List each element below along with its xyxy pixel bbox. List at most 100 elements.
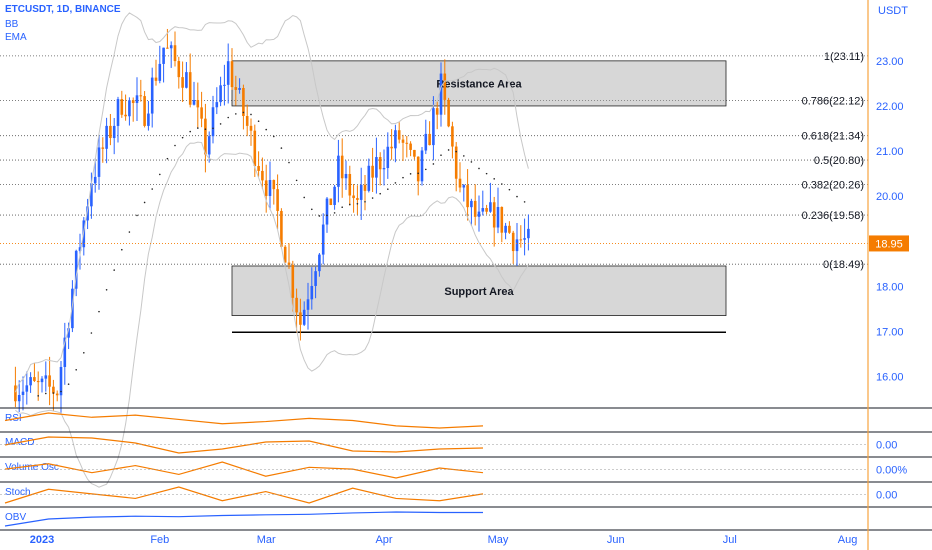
candle-body [90, 183, 93, 207]
candle-body [44, 375, 48, 379]
current-price-label: 18.95 [875, 238, 903, 250]
candle-body [295, 297, 298, 313]
ema-dot [83, 351, 85, 354]
candle-body [458, 178, 462, 188]
pane-title: Stoch [5, 487, 31, 498]
candle-body [105, 125, 108, 149]
candle-body [52, 386, 55, 394]
ema-dot [470, 161, 473, 163]
ema-dot [174, 144, 176, 147]
price-tick-label: 17.00 [876, 326, 904, 338]
price-tick-label: 22.00 [876, 101, 904, 113]
ema-dot [67, 383, 70, 385]
ema-dot [303, 196, 306, 199]
currency-label: USDT [878, 5, 908, 17]
candle-body [470, 200, 473, 208]
candle-body [378, 157, 382, 170]
chart-symbol: ETCUSDT, 1D, BINANCE [5, 4, 121, 15]
candle-body [466, 185, 469, 208]
candle-body [519, 239, 523, 241]
candle-body [359, 184, 363, 200]
candle-body [268, 179, 272, 196]
candle-body [40, 378, 44, 383]
candle-body [67, 328, 70, 338]
pane-value-label: 0.00 [876, 440, 897, 452]
fib-level-label: 0.618(21.34) [802, 131, 864, 143]
candle-body [14, 385, 17, 402]
ema-dot [508, 188, 511, 191]
candle-body [287, 262, 291, 265]
ema-dot [37, 395, 39, 397]
candle-body [492, 202, 496, 228]
ema-dot [189, 130, 191, 133]
ema-dot [341, 206, 344, 208]
pane-title: OBV [5, 512, 26, 523]
ema-dot [113, 269, 115, 271]
fib-level-label: 0(18.49) [823, 259, 864, 271]
ema-dot [501, 183, 503, 185]
candle-body [511, 232, 515, 252]
ema-dot [402, 176, 404, 179]
candle-body [462, 185, 466, 188]
pane-value-label: 0.00% [876, 465, 907, 477]
candle-body [432, 108, 435, 146]
candle-body [508, 225, 511, 233]
pane-series-line [4, 436, 484, 454]
ema-dot [257, 120, 260, 122]
ema-dot [387, 188, 389, 190]
candle-body [485, 208, 488, 212]
ema-dot [98, 310, 100, 313]
ema-dot [432, 163, 435, 165]
current-price-tag [869, 235, 909, 252]
candle-body [166, 47, 169, 49]
candle-body [356, 198, 359, 200]
ema-dot [151, 188, 153, 190]
ema-dot [326, 214, 328, 217]
candle-body [147, 113, 150, 126]
ema-dot [143, 201, 146, 204]
price-tick-label: 21.00 [876, 146, 904, 158]
candle-body [401, 139, 405, 143]
candle-body [348, 173, 352, 196]
ema-dot [523, 201, 526, 203]
candle-body [363, 184, 367, 191]
ema-dot [379, 192, 382, 195]
candle-body [276, 189, 279, 211]
time-tick-label: Feb [150, 534, 169, 546]
time-tick-label: May [488, 534, 509, 546]
candle-body [371, 165, 374, 178]
price-tick-label: 18.00 [876, 281, 904, 293]
candle-body [527, 228, 530, 239]
indicator-ema-label[interactable]: EMA [5, 32, 27, 43]
price-tick-label: 16.00 [876, 371, 904, 383]
ema-dot [288, 161, 290, 164]
time-tick-label: Jul [723, 534, 737, 546]
pane-series-line [4, 461, 484, 479]
indicator-bb-label[interactable]: BB [5, 19, 19, 30]
ema-dot [121, 248, 123, 251]
candle-body [473, 200, 477, 217]
candle-body [439, 73, 443, 115]
candle-body [97, 147, 101, 177]
candle-body [310, 285, 314, 300]
zone-box [231, 60, 727, 107]
time-tick-label: Mar [257, 534, 276, 546]
candle-body [226, 61, 230, 85]
candle-body [192, 100, 196, 105]
candle-body [272, 179, 276, 190]
candle-body [86, 206, 89, 221]
candle-body [150, 77, 154, 114]
candle-body [17, 395, 21, 402]
zone-label: Resistance Area [436, 78, 522, 90]
time-tick-label: 2023 [30, 534, 54, 546]
ema-dot [364, 200, 366, 203]
candle-body [188, 72, 192, 105]
candle-body [21, 391, 25, 396]
ema-dot [250, 113, 252, 116]
ema-dot [455, 150, 458, 153]
candle-body [59, 366, 63, 396]
candle-body [101, 147, 105, 149]
candle-body [424, 133, 428, 151]
candle-body [154, 77, 158, 81]
